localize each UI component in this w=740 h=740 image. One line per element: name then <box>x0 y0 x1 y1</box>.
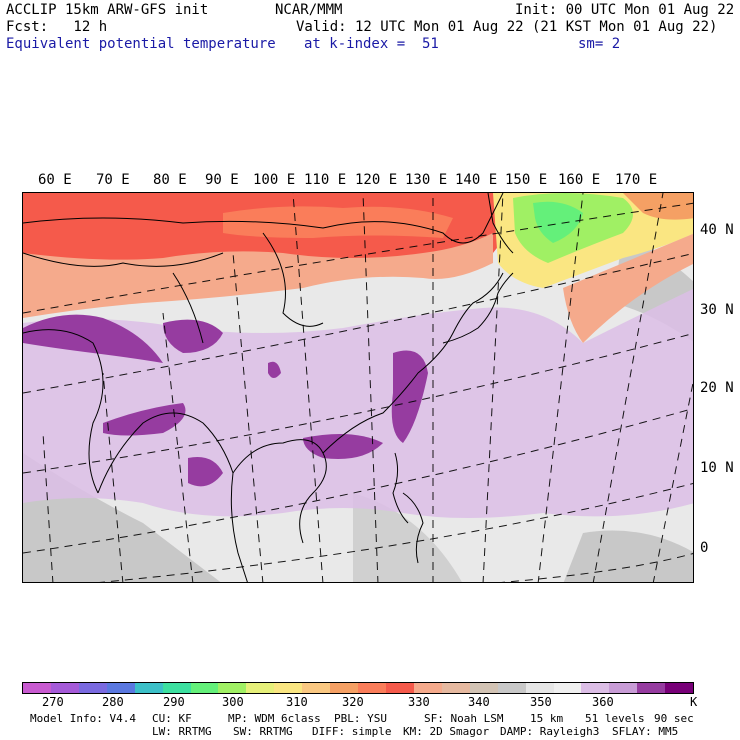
colorbar-swatch <box>581 683 610 693</box>
timestep: 90 sec <box>654 712 694 725</box>
km-scheme: KM: 2D Smagor <box>403 725 490 738</box>
sflay-scheme: SFLAY: MM5 <box>612 725 679 738</box>
lon-label: 100 E <box>253 172 296 188</box>
forecast-hour: Fcst: 12 h <box>6 19 108 35</box>
colorbar-tick: 340 <box>468 695 490 709</box>
lat-label: 20 N <box>700 380 734 396</box>
colorbar-swatch <box>525 683 554 693</box>
colorbar-swatch <box>469 683 498 693</box>
colorbar <box>22 682 694 694</box>
colorbar-tick: 350 <box>530 695 552 709</box>
colorbar-swatch <box>190 683 219 693</box>
lon-label: 60 E <box>38 172 72 188</box>
lat-label: 10 N <box>700 460 734 476</box>
colorbar-swatch <box>274 683 303 693</box>
colorbar-swatch <box>665 683 694 693</box>
cu-scheme: CU: KF <box>152 712 192 725</box>
sw-scheme: SW: RRTMG <box>233 725 293 738</box>
colorbar-swatch <box>162 683 191 693</box>
colorbar-unit: K <box>690 695 698 709</box>
colorbar-tick: 300 <box>222 695 244 709</box>
colorbar-tick: 270 <box>42 695 64 709</box>
colorbar-swatch <box>497 683 526 693</box>
level-label: at k-index = 51 <box>304 36 439 52</box>
colorbar-swatch <box>302 683 331 693</box>
colorbar-swatch <box>50 683 79 693</box>
colorbar-tick: 320 <box>342 695 364 709</box>
colorbar-swatch <box>553 683 582 693</box>
sf-scheme: SF: Noah LSM <box>424 712 504 725</box>
lon-label: 150 E <box>505 172 548 188</box>
lat-label: 0 <box>700 540 709 556</box>
colorbar-swatch <box>413 683 442 693</box>
colorbar-swatch <box>218 683 247 693</box>
lon-label: 140 E <box>455 172 498 188</box>
lon-label: 70 E <box>96 172 130 188</box>
colorbar-tick: 330 <box>408 695 430 709</box>
lon-label: 90 E <box>205 172 239 188</box>
colorbar-swatch <box>23 683 51 693</box>
colorbar-swatch <box>330 683 359 693</box>
colorbar-swatch <box>78 683 107 693</box>
colorbar-swatch <box>385 683 414 693</box>
lon-label: 170 E <box>615 172 658 188</box>
mp-scheme: MP: WDM 6class <box>228 712 321 725</box>
lon-label: 120 E <box>355 172 398 188</box>
colorbar-swatch <box>106 683 135 693</box>
resolution: 15 km <box>530 712 564 725</box>
colorbar-swatch <box>246 683 275 693</box>
levels: 51 levels <box>585 712 645 725</box>
diff-scheme: DIFF: simple <box>312 725 392 738</box>
colorbar-tick: 280 <box>102 695 124 709</box>
lat-label: 40 N <box>700 222 734 238</box>
institution-label: NCAR/MMM <box>275 2 343 18</box>
init-time: Init: 00 UTC Mon 01 Aug 22 <box>515 2 735 18</box>
colorbar-swatch <box>609 683 638 693</box>
damp-scheme: DAMP: Rayleigh3 <box>500 725 600 738</box>
pbl-scheme: PBL: YSU <box>334 712 387 725</box>
colorbar-tick: 290 <box>163 695 185 709</box>
lw-scheme: LW: RRTMG <box>152 725 212 738</box>
valid-time: Valid: 12 UTC Mon 01 Aug 22 (21 KST Mon … <box>296 19 718 35</box>
field-name: Equivalent potential temperature <box>6 36 276 52</box>
colorbar-swatch <box>134 683 163 693</box>
lon-label: 110 E <box>304 172 347 188</box>
colorbar-swatch <box>637 683 666 693</box>
smoothing-label: sm= 2 <box>578 36 621 52</box>
model-info: Model Info: V4.4 <box>30 712 136 725</box>
colorbar-swatch <box>441 683 470 693</box>
lon-label: 80 E <box>153 172 187 188</box>
lon-label: 160 E <box>558 172 601 188</box>
map-canvas <box>23 193 693 582</box>
lon-label: 130 E <box>405 172 448 188</box>
colorbar-tick: 310 <box>286 695 308 709</box>
theta-e-map <box>22 192 694 583</box>
lat-label: 30 N <box>700 302 734 318</box>
colorbar-tick: 360 <box>592 695 614 709</box>
run-title: ACCLIP 15km ARW-GFS init <box>6 2 209 18</box>
colorbar-swatch <box>358 683 386 693</box>
